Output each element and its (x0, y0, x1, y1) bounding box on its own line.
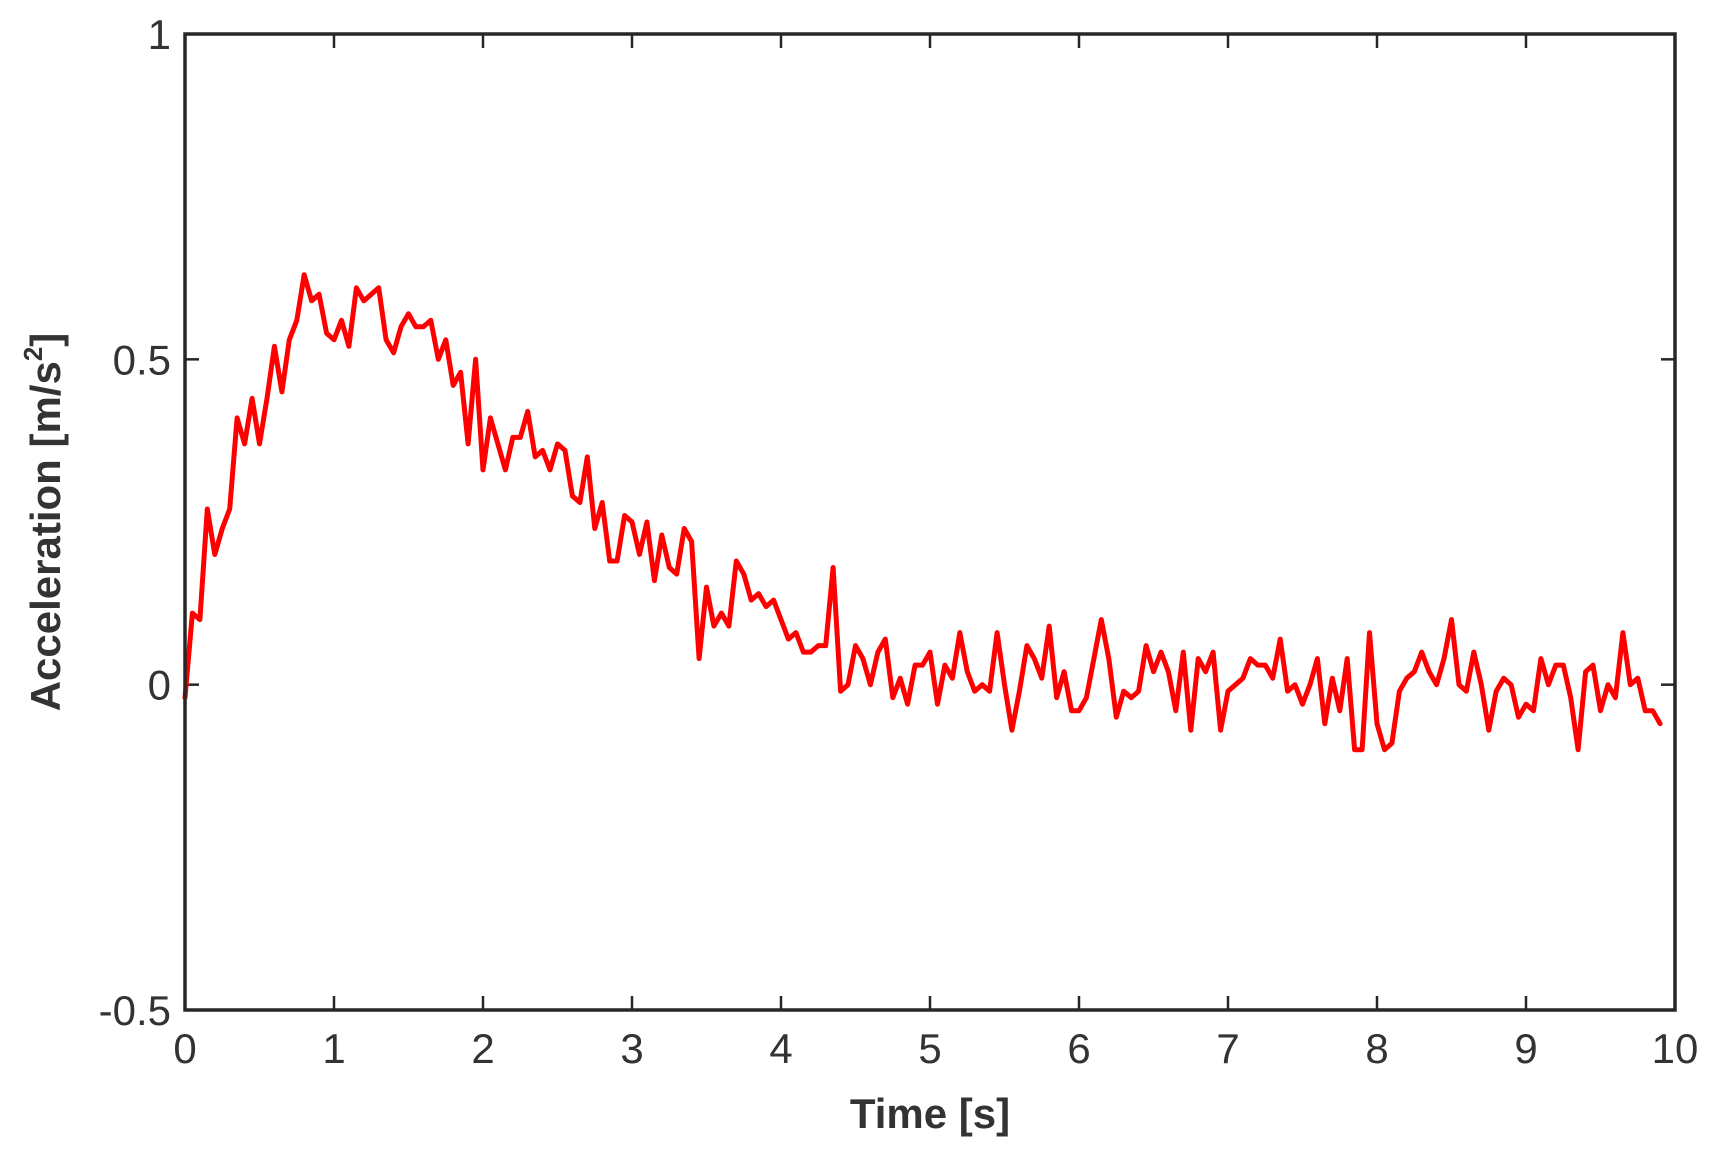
y-tick-label: -0.5 (99, 987, 171, 1034)
y-tick-label: 0.5 (113, 336, 171, 383)
y-tick-label: 1 (148, 11, 171, 58)
plot-background (185, 34, 1675, 1010)
y-axis-title-end: ] (22, 333, 69, 347)
x-tick-label: 8 (1365, 1025, 1388, 1072)
x-tick-label: 1 (322, 1025, 345, 1072)
x-tick-label: 5 (918, 1025, 941, 1072)
plot-frame (183, 32, 1677, 1012)
x-tick-label: 9 (1514, 1025, 1537, 1072)
tick-labels: 0 1 2 3 4 5 6 7 8 9 10-0.500.51 (99, 11, 1699, 1072)
x-tick-label: 6 (1067, 1025, 1090, 1072)
x-tick-label: 2 (471, 1025, 494, 1072)
y-axis-title-main: Acceleration [m/s (22, 361, 69, 711)
x-tick-label: 10 (1652, 1025, 1699, 1072)
x-tick-label: 7 (1216, 1025, 1239, 1072)
y-tick-label: 0 (148, 662, 171, 709)
x-tick-label: 4 (769, 1025, 792, 1072)
y-axis-title: Acceleration [m/s2] (18, 333, 69, 712)
series-line-acceleration (182, 272, 1663, 753)
y-axis-title-superscript: 2 (18, 347, 48, 361)
x-tick-label: 0 (173, 1025, 196, 1072)
x-axis-title: Time [s] (850, 1090, 1010, 1137)
x-tick-label: 3 (620, 1025, 643, 1072)
